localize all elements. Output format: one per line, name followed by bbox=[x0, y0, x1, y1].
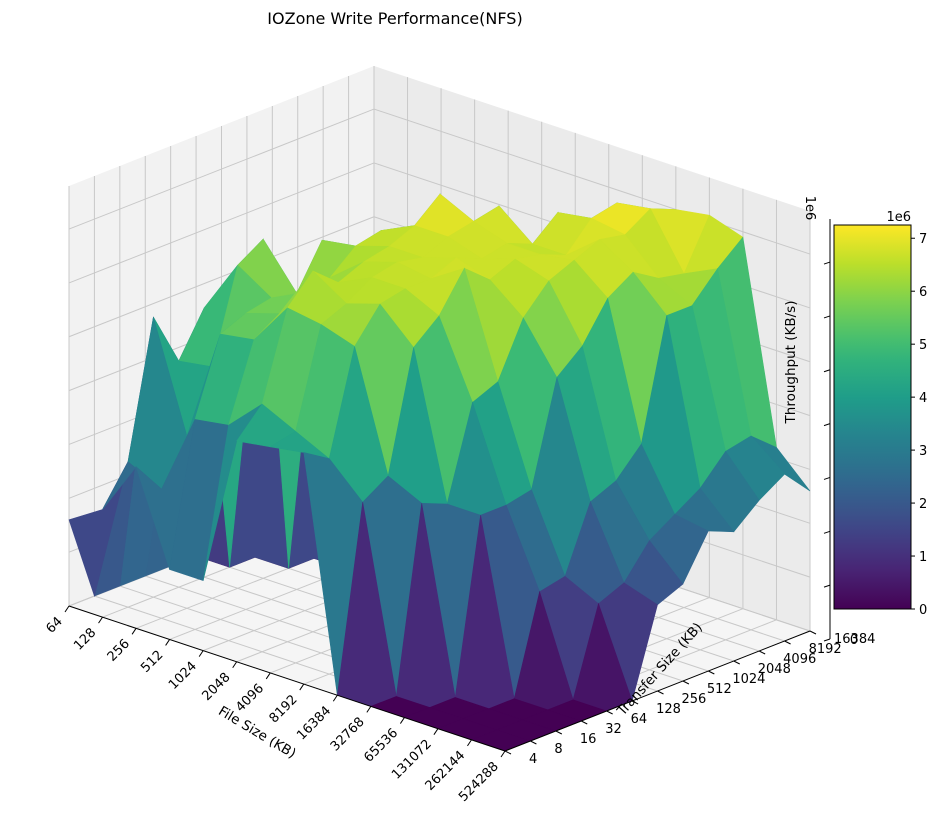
colorbar: 1e6 0 1 2 3 4 5 6 7 bbox=[833, 210, 927, 618]
y-tick-mark bbox=[606, 710, 613, 715]
y-tick-mark bbox=[733, 660, 740, 665]
y-tick-label: 16 bbox=[580, 732, 597, 747]
y-tick-label: 4096 bbox=[783, 652, 816, 667]
x-tick-mark bbox=[399, 717, 405, 724]
y-tick-label: 2048 bbox=[758, 662, 791, 677]
z-tick-mark bbox=[823, 638, 831, 642]
x-tick-label: 4096 bbox=[233, 681, 267, 715]
x-tick-label: 128 bbox=[71, 625, 99, 653]
x-tick-mark bbox=[332, 694, 338, 702]
x-axis-line bbox=[68, 605, 506, 752]
colorbar-tick-label: 2 bbox=[919, 497, 927, 512]
z-tick-mark bbox=[823, 530, 831, 534]
y-tick-label: 32 bbox=[605, 722, 622, 737]
colorbar-tick-label: 0 bbox=[919, 603, 927, 618]
colorbar-multiplier-label: 1e6 bbox=[886, 210, 911, 225]
x-tick-label: 262144 bbox=[423, 748, 469, 794]
x-tick-label: 65536 bbox=[361, 726, 401, 766]
z-tick-mark bbox=[823, 315, 831, 319]
wall-grid-z-left bbox=[68, 216, 375, 338]
y-tick-label: 16384 bbox=[834, 632, 875, 647]
x-tick-label: 256 bbox=[105, 637, 133, 665]
z-tick-mark bbox=[823, 369, 831, 373]
z-tick-label: 0 bbox=[850, 633, 858, 648]
x-tick-mark bbox=[232, 661, 238, 669]
y-tick-label: 64 bbox=[631, 712, 648, 727]
y-tick-mark bbox=[631, 700, 639, 705]
x-tick-mark bbox=[433, 728, 439, 735]
z-tick-mark bbox=[823, 476, 831, 480]
y-tick-mark bbox=[530, 740, 537, 745]
x-tick-label: 8192 bbox=[267, 692, 301, 726]
x-tick-label: 131072 bbox=[389, 737, 435, 783]
x-tick-mark bbox=[198, 650, 204, 657]
x-tick-mark bbox=[165, 639, 171, 646]
x-tick-label: 16384 bbox=[294, 703, 334, 743]
z-multiplier-label: 1e6 bbox=[802, 196, 817, 221]
x-tick-mark bbox=[467, 739, 472, 747]
z-tick-mark bbox=[823, 584, 831, 588]
colorbar-tick-label: 3 bbox=[919, 444, 927, 459]
y-tick-mark bbox=[504, 750, 512, 755]
x-tick-label: 512 bbox=[138, 648, 166, 676]
y-tick-label: 256 bbox=[682, 692, 707, 707]
y-tick-mark bbox=[809, 630, 817, 635]
y-tick-mark bbox=[682, 680, 690, 685]
x-tick-label: 524288 bbox=[456, 759, 502, 805]
y-tick-mark bbox=[758, 650, 766, 655]
x-tick-label: 2048 bbox=[200, 670, 234, 704]
x-tick-mark bbox=[131, 628, 137, 635]
colorbar-ticks: 0 1 2 3 4 5 6 7 bbox=[911, 232, 927, 618]
x-tick-label: 1024 bbox=[166, 659, 200, 693]
y-tick-mark bbox=[657, 690, 664, 695]
wall-grid-z-left bbox=[68, 108, 375, 230]
y-tick-mark bbox=[784, 640, 791, 645]
x-tick-label: 64 bbox=[44, 614, 66, 636]
colorbar-tick-label: 1 bbox=[919, 550, 927, 565]
surface-plot bbox=[68, 193, 811, 752]
x-tick-mark bbox=[500, 750, 506, 758]
y-tick-label: 128 bbox=[656, 702, 681, 717]
z-tick-mark bbox=[823, 423, 831, 427]
y-tick-mark bbox=[581, 720, 588, 725]
colorbar-tick-label: 6 bbox=[919, 285, 927, 300]
x-tick-mark bbox=[366, 706, 372, 713]
y-tick-mark bbox=[708, 670, 715, 675]
wall-grid-z-left bbox=[68, 162, 375, 284]
y-tick-label: 4 bbox=[529, 752, 537, 767]
z-axis-label: Throughput (KB/s) bbox=[783, 301, 799, 425]
y-tick-label: 512 bbox=[707, 682, 732, 697]
y-tick-label: 8192 bbox=[809, 642, 842, 657]
colorbar-gradient bbox=[833, 224, 912, 610]
x-tick-mark bbox=[64, 605, 70, 613]
colorbar-tick-label: 5 bbox=[919, 338, 927, 353]
y-tick-mark bbox=[555, 730, 563, 735]
x-tick-mark bbox=[299, 683, 305, 691]
wall-grid-z-right bbox=[373, 108, 811, 255]
y-tick-label: 1024 bbox=[732, 672, 765, 687]
x-tick-mark bbox=[98, 616, 103, 624]
x-tick-mark bbox=[265, 672, 271, 680]
colorbar-tick-label: 4 bbox=[919, 391, 927, 406]
colorbar-tick-label: 7 bbox=[919, 232, 927, 247]
chart-title: IOZone Write Performance(NFS) bbox=[267, 9, 522, 28]
z-tick-mark bbox=[823, 261, 831, 265]
x-tick-label: 32768 bbox=[328, 715, 368, 755]
y-tick-label: 8 bbox=[554, 742, 562, 757]
